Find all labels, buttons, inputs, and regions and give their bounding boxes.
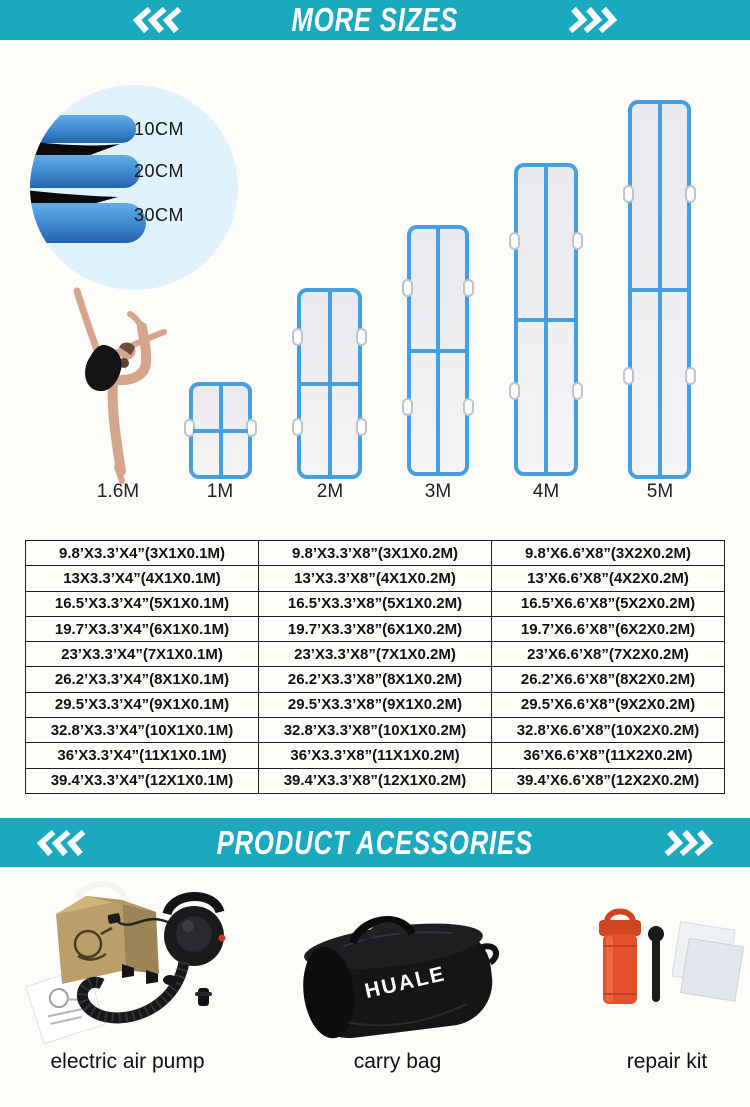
accessory-label: carry bag — [353, 1050, 442, 1073]
accessory-label: electric air pump — [50, 1050, 205, 1073]
size-cell: 29.5’X3.3’X8”(9X1X0.2M) — [258, 691, 492, 719]
size-cell: 32.8’X6.6’X8”(10X2X0.2M) — [491, 717, 725, 744]
airtrack-mat-3m — [402, 225, 474, 476]
accessory-label: repair kit — [626, 1050, 708, 1073]
size-cell: 39.4’X3.3’X4”(12X1X0.1M) — [25, 767, 259, 795]
mat-handle — [356, 327, 367, 346]
size-table-row: 19.7’X3.3’X4”(6X1X0.1M) 19.7’X3.3’X8”(6X1… — [25, 615, 725, 643]
mat-length-label: 4M — [532, 481, 560, 502]
repair-kit-image — [599, 908, 745, 1004]
triple-chevron-left-icon — [37, 829, 86, 856]
size-cell: 29.5’X6.6’X8”(9X2X0.2M) — [491, 691, 725, 719]
airtrack-mat-4m — [509, 163, 583, 476]
more-sizes-title: MORE SIZES — [291, 1, 459, 38]
mat-handle — [509, 381, 520, 400]
size-table-row: 36’X3.3’X4”(11X1X0.1M) 36’X3.3’X8”(11X1X0… — [25, 742, 725, 769]
size-cell: 13X3.3’X4”(4X1X0.1M) — [25, 565, 259, 592]
mat-handle — [463, 279, 474, 298]
size-cell: 39.4’X3.3’X8”(12X1X0.2M) — [258, 767, 492, 795]
size-cell: 29.5’X3.3’X4”(9X1X0.1M) — [25, 691, 259, 719]
mat-handle — [292, 327, 303, 346]
mat-handle — [356, 417, 367, 436]
height-label: 1.6M — [96, 481, 140, 502]
mat-handle — [572, 232, 583, 251]
size-cell: 36’X3.3’X4”(11X1X0.1M) — [25, 742, 259, 769]
size-cell: 39.4’X6.6’X8”(12X2X0.2M) — [491, 767, 725, 795]
size-cell: 23’X3.3’X8”(7X1X0.2M) — [258, 641, 492, 668]
mat-handle — [463, 398, 474, 417]
mat-handle — [685, 366, 696, 385]
size-table-row: 16.5’X3.3’X4”(5X1X0.1M) 16.5’X3.3’X8”(5X1… — [25, 590, 725, 617]
size-table-row: 23’X3.3’X4”(7X1X0.1M) 23’X3.3’X8”(7X1X0.2… — [25, 641, 725, 668]
size-table-row: 9.8’X3.3’X4”(3X1X0.1M) 9.8’X3.3’X8”(3X1X0… — [25, 539, 725, 567]
product-accessories-banner: PRODUCT ACESSORIES — [0, 818, 750, 867]
mat-length-label: 5M — [646, 481, 674, 502]
size-table-row: 13X3.3’X4”(4X1X0.1M) 13’X3.3’X8”(4X1X0.2M… — [25, 565, 725, 592]
size-cell: 9.8’X3.3’X8”(3X1X0.2M) — [258, 539, 492, 567]
size-table-row: 39.4’X3.3’X4”(12X1X0.1M) 39.4’X3.3’X8”(12… — [25, 767, 725, 795]
size-table-row: 29.5’X3.3’X4”(9X1X0.1M) 29.5’X3.3’X8”(9X1… — [25, 691, 725, 719]
thickness-label: 20CM — [134, 161, 185, 181]
carry-bag-image: HUALE — [303, 916, 500, 1039]
mat-length-label: 3M — [424, 481, 452, 502]
size-cell: 36’X3.3’X8”(11X1X0.2M) — [258, 742, 492, 769]
size-cell: 13’X3.3’X8”(4X1X0.2M) — [258, 565, 492, 592]
size-table-row: 32.8’X3.3’X4”(10X1X0.1M) 32.8’X3.3’X8”(10… — [25, 717, 725, 744]
size-cell: 26.2’X3.3’X4”(8X1X0.1M) — [25, 666, 259, 693]
mat-handle — [402, 279, 413, 298]
size-cell: 19.7’X3.3’X8”(6X1X0.2M) — [258, 615, 492, 643]
size-cell: 16.5’X3.3’X4”(5X1X0.1M) — [25, 590, 259, 617]
mat-handle — [184, 418, 195, 437]
thickness-options-circle: 10CM 20CM 30CM — [30, 85, 238, 290]
size-cell: 16.5’X3.3’X8”(5X1X0.2M) — [258, 590, 492, 617]
mat-handle — [685, 185, 696, 204]
size-cell: 26.2’X6.6’X8”(8X2X0.2M) — [491, 666, 725, 693]
airtrack-mat-5m — [623, 100, 696, 479]
size-cell: 16.5’X6.6’X8”(5X2X0.2M) — [491, 590, 725, 617]
mat-length-label: 2M — [316, 481, 344, 502]
mat-handle — [572, 381, 583, 400]
triple-chevron-right-icon — [664, 829, 713, 856]
triple-chevron-left-icon — [132, 7, 182, 33]
size-cell: 23’X6.6’X8”(7X2X0.2M) — [491, 641, 725, 668]
triple-chevron-right-icon — [568, 7, 618, 33]
mat-handle — [509, 232, 520, 251]
electric-air-pump-image — [25, 881, 226, 1045]
size-cell: 36’X6.6’X8”(11X2X0.2M) — [491, 742, 725, 769]
more-sizes-banner: MORE SIZES — [0, 0, 750, 40]
mat-handle — [623, 366, 634, 385]
airtrack-mat-2m — [292, 288, 367, 479]
size-cell: 9.8’X3.3’X4”(3X1X0.1M) — [25, 539, 259, 567]
size-cell: 19.7’X6.6’X8”(6X2X0.2M) — [491, 615, 725, 643]
size-table-body: 9.8’X3.3’X4”(3X1X0.1M) 9.8’X3.3’X8”(3X1X0… — [25, 539, 725, 795]
mat-handle — [246, 418, 257, 437]
thickness-label: 10CM — [134, 119, 185, 139]
size-cell: 13’X6.6’X8”(4X2X0.2M) — [491, 565, 725, 592]
size-cell: 32.8’X3.3’X8”(10X1X0.2M) — [258, 717, 492, 744]
mat-handle — [623, 185, 634, 204]
thickness-label: 30CM — [134, 205, 185, 225]
size-cell: 23’X3.3’X4”(7X1X0.1M) — [25, 641, 259, 668]
mat-length-label: 1M — [206, 481, 234, 502]
mat-handle — [402, 398, 413, 417]
size-table: 9.8’X3.3’X4”(3X1X0.1M) 9.8’X3.3’X8”(3X1X0… — [25, 539, 725, 795]
mat-thickness-illustration — [30, 115, 146, 243]
size-cell: 32.8’X3.3’X4”(10X1X0.1M) — [25, 717, 259, 744]
size-table-row: 26.2’X3.3’X4”(8X1X0.1M) 26.2’X3.3’X8”(8X1… — [25, 666, 725, 693]
gymnast-figure — [73, 287, 167, 484]
size-cell: 26.2’X3.3’X8”(8X1X0.2M) — [258, 666, 492, 693]
mat-handle — [292, 417, 303, 436]
size-cell: 9.8’X6.6’X8”(3X2X0.2M) — [491, 539, 725, 567]
airtrack-mat-1m — [184, 382, 257, 479]
size-cell: 19.7’X3.3’X4”(6X1X0.1M) — [25, 615, 259, 643]
product-accessories-title: PRODUCT ACESSORIES — [216, 823, 534, 861]
